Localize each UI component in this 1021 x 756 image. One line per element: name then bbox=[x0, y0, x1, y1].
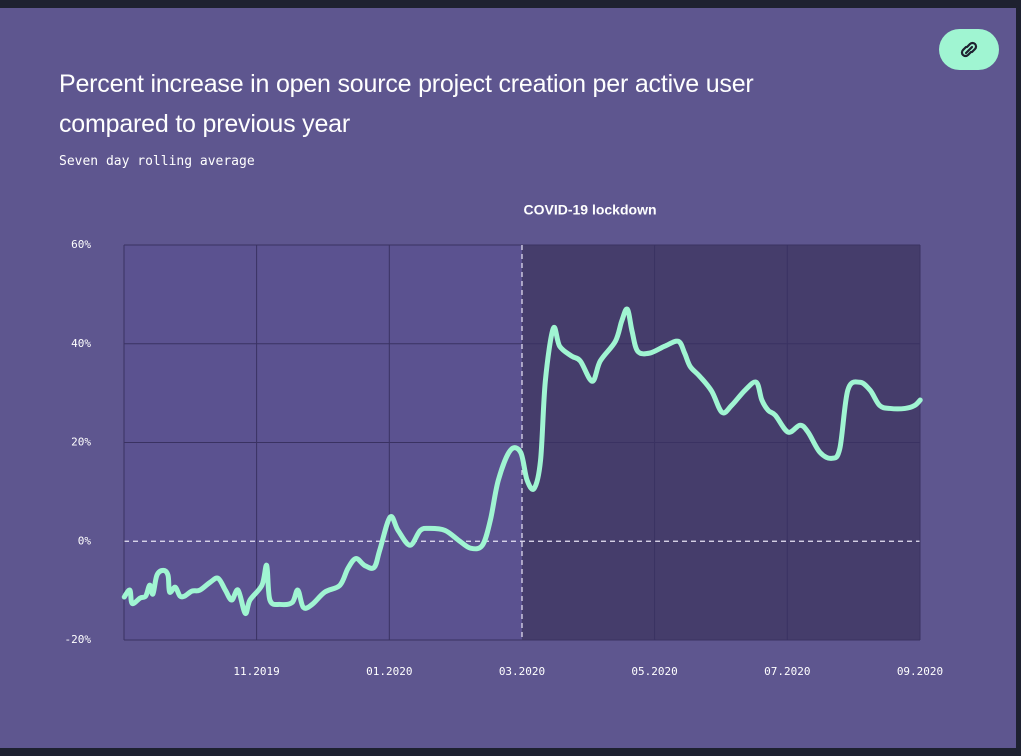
x-tick-label: 07.2020 bbox=[764, 665, 810, 678]
x-tick-label: 09.2020 bbox=[897, 665, 943, 678]
x-tick-label: 05.2020 bbox=[631, 665, 677, 678]
y-tick-label: 60% bbox=[71, 238, 91, 251]
annotation: COVID-19 lockdown bbox=[523, 202, 656, 218]
chart-title: Percent increase in open source project … bbox=[59, 70, 754, 138]
link-button[interactable] bbox=[939, 29, 999, 70]
y-tick-label: 20% bbox=[71, 436, 91, 449]
x-tick-label: 01.2020 bbox=[366, 665, 412, 678]
y-tick-label: 40% bbox=[71, 337, 91, 350]
y-tick-label: -20% bbox=[65, 633, 92, 646]
x-tick-label: 03.2020 bbox=[499, 665, 545, 678]
link-icon bbox=[960, 41, 978, 58]
chart-subtitle: Seven day rolling average bbox=[59, 154, 255, 169]
x-tick-label: 11.2019 bbox=[233, 665, 279, 678]
y-tick-label: 0% bbox=[78, 534, 92, 547]
series-line bbox=[121, 306, 923, 616]
